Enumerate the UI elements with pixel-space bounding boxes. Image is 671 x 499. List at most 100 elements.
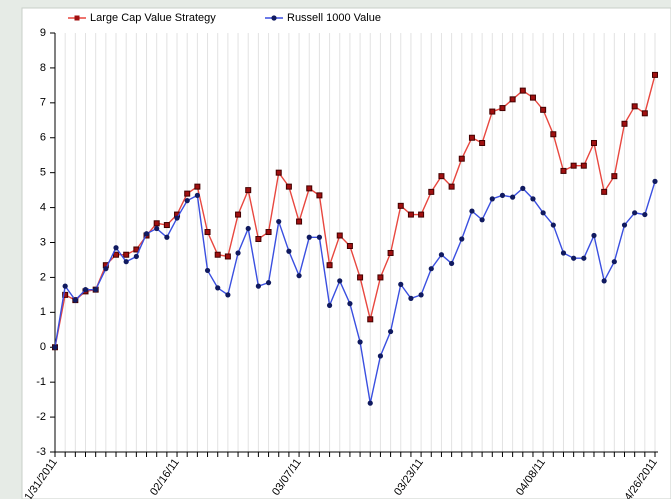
data-point — [255, 283, 261, 289]
y-tick-label: 5 — [40, 167, 46, 179]
data-point — [285, 183, 292, 190]
data-point — [449, 260, 455, 267]
data-point — [235, 250, 241, 256]
data-point — [428, 188, 435, 195]
data-point — [642, 211, 648, 218]
data-point — [357, 339, 363, 345]
data-point — [245, 187, 252, 194]
data-point — [652, 178, 658, 184]
data-point — [601, 278, 607, 284]
data-point — [306, 185, 313, 192]
data-point — [458, 155, 465, 162]
data-point — [438, 173, 445, 180]
data-point — [143, 231, 150, 237]
data-point — [194, 183, 201, 190]
data-point — [367, 316, 374, 323]
data-point — [224, 253, 231, 260]
data-point — [184, 190, 191, 197]
data-point — [154, 225, 160, 232]
data-point — [428, 266, 434, 272]
data-point — [468, 134, 475, 141]
data-point — [469, 208, 475, 214]
legend-marker — [74, 15, 80, 21]
data-point — [621, 222, 628, 228]
data-point — [540, 210, 546, 216]
data-point — [631, 103, 638, 110]
data-point — [225, 292, 231, 298]
data-point — [62, 291, 69, 298]
data-point — [408, 295, 414, 301]
data-point — [204, 229, 211, 236]
data-point — [275, 169, 282, 176]
y-tick-label: 6 — [40, 132, 46, 144]
data-point — [499, 192, 506, 198]
y-tick-label: 4 — [40, 201, 46, 213]
data-point — [113, 251, 120, 258]
data-point — [316, 234, 323, 240]
data-point — [632, 210, 638, 216]
data-point — [519, 87, 526, 94]
data-point — [296, 218, 303, 225]
data-point — [93, 287, 99, 293]
data-point — [265, 280, 272, 286]
data-point — [357, 274, 364, 281]
data-point — [265, 229, 272, 236]
data-point — [326, 302, 333, 308]
data-point — [571, 255, 577, 261]
data-point — [82, 287, 89, 293]
data-point — [530, 196, 536, 202]
data-point — [153, 220, 160, 227]
data-point — [113, 245, 119, 251]
data-point — [62, 283, 68, 289]
y-tick-label: -2 — [36, 411, 46, 423]
data-point — [459, 236, 465, 242]
data-point — [570, 162, 577, 169]
data-point — [418, 292, 424, 298]
data-point — [489, 196, 495, 202]
data-point — [397, 202, 404, 209]
data-point — [204, 267, 211, 274]
data-point — [133, 253, 139, 260]
data-point — [590, 139, 597, 146]
data-point — [346, 242, 353, 249]
data-point — [407, 211, 414, 218]
data-point — [347, 301, 353, 307]
data-point — [123, 259, 129, 265]
data-point — [163, 222, 170, 229]
data-point — [641, 110, 648, 117]
data-point — [550, 222, 556, 228]
data-point — [479, 217, 485, 223]
data-point — [489, 108, 496, 115]
data-point — [580, 162, 587, 169]
data-point — [550, 131, 557, 138]
data-point — [214, 251, 221, 258]
data-point — [377, 274, 384, 281]
y-tick-label: 2 — [40, 271, 46, 283]
data-point — [510, 194, 516, 200]
data-point — [245, 225, 251, 232]
data-point — [611, 259, 617, 265]
legend-label: Russell 1000 Value — [287, 12, 381, 24]
y-tick-label: 3 — [40, 236, 46, 248]
data-point — [529, 94, 536, 101]
data-point — [621, 120, 628, 127]
data-point — [479, 139, 486, 146]
data-point — [164, 234, 170, 240]
data-point — [387, 249, 394, 256]
data-point — [591, 232, 597, 239]
y-tick-label: 8 — [40, 62, 46, 74]
data-point — [377, 353, 384, 359]
legend-label: Large Cap Value Strategy — [90, 12, 216, 24]
data-point — [611, 173, 618, 180]
data-point — [448, 183, 455, 190]
data-point — [367, 400, 373, 406]
data-point — [520, 185, 526, 191]
y-tick-label: 0 — [40, 341, 46, 353]
data-point — [276, 218, 282, 225]
data-point — [296, 273, 302, 279]
data-point — [103, 266, 109, 272]
data-point — [326, 262, 333, 269]
y-tick-label: -1 — [36, 376, 46, 388]
y-tick-label: 9 — [40, 27, 46, 39]
